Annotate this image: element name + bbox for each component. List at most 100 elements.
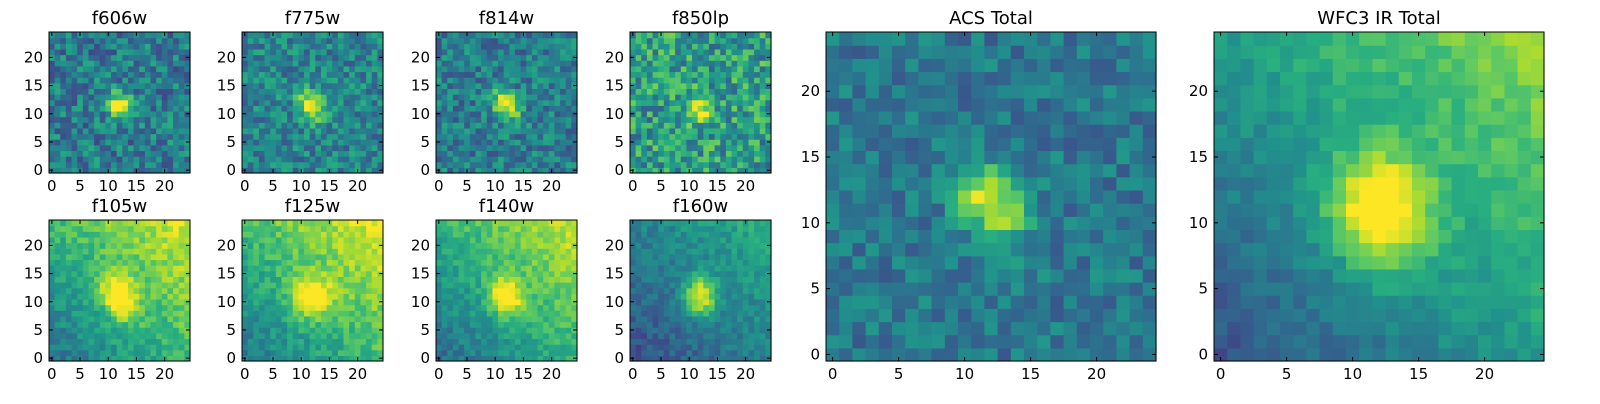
heatmap-cell — [653, 150, 659, 156]
heatmap-cell — [105, 282, 111, 288]
heatmap-cell — [436, 265, 442, 271]
heatmap-cell — [349, 310, 355, 316]
heatmap-cell — [145, 88, 151, 94]
heatmap-cell — [743, 38, 749, 44]
heatmap-cell — [641, 145, 647, 151]
heatmap-cell — [515, 105, 521, 111]
heatmap-cell — [332, 344, 338, 350]
heatmap-cell — [248, 43, 254, 49]
heatmap-cell — [242, 333, 248, 339]
heatmap-cell — [459, 243, 465, 249]
heatmap-cell — [355, 43, 361, 49]
heatmap-cell — [442, 226, 448, 232]
heatmap-cell — [332, 43, 338, 49]
heatmap-cell — [641, 322, 647, 328]
heatmap-cell — [349, 344, 355, 350]
heatmap-cell — [748, 145, 754, 151]
heatmap-cell — [760, 145, 766, 151]
heatmap-cell — [310, 322, 316, 328]
heatmap-cell — [743, 288, 749, 294]
heatmap-cell — [692, 94, 698, 100]
heatmap-cell — [549, 122, 555, 128]
heatmap-cell — [242, 265, 248, 271]
heatmap-cell — [270, 305, 276, 311]
heatmap-cell — [49, 338, 55, 344]
heatmap-cell — [360, 156, 366, 162]
heatmap-cell — [754, 156, 760, 162]
heatmap-cell — [760, 55, 766, 61]
heatmap-cell — [338, 77, 344, 83]
heatmap-cell — [265, 243, 271, 249]
heatmap-cell — [549, 282, 555, 288]
heatmap-cell — [459, 226, 465, 232]
heatmap-cell — [549, 316, 555, 322]
heatmap-cell — [669, 100, 675, 106]
heatmap-cell — [698, 162, 704, 168]
heatmap-cell — [134, 49, 140, 55]
heatmap-cell — [173, 293, 179, 299]
heatmap-cell — [653, 305, 659, 311]
heatmap-cell — [259, 259, 265, 265]
heatmap-cell — [498, 231, 504, 237]
heatmap-cell — [504, 350, 510, 356]
heatmap-cell — [242, 226, 248, 232]
heatmap-cell — [715, 282, 721, 288]
heatmap-cell — [732, 66, 738, 72]
heatmap-cell — [636, 316, 642, 322]
heatmap-cell — [298, 71, 304, 77]
heatmap-cell — [630, 71, 636, 77]
heatmap-cell — [88, 299, 94, 305]
heatmap-cell — [681, 327, 687, 333]
heatmap-cell — [49, 310, 55, 316]
heatmap-cell — [145, 60, 151, 66]
heatmap-cell — [709, 322, 715, 328]
heatmap-cell — [60, 94, 66, 100]
heatmap-cell — [179, 88, 185, 94]
heatmap-cell — [332, 226, 338, 232]
heatmap-cell — [156, 226, 162, 232]
heatmap-cell — [327, 77, 333, 83]
heatmap-cell — [760, 100, 766, 106]
heatmap-cell — [151, 134, 157, 140]
heatmap-cell — [139, 162, 145, 168]
heatmap-cell — [265, 350, 271, 356]
heatmap-cell — [327, 122, 333, 128]
heatmap-cell — [372, 254, 378, 260]
heatmap-cell — [447, 231, 453, 237]
heatmap-cell — [658, 282, 664, 288]
heatmap-cell — [366, 254, 372, 260]
heatmap-cell — [748, 111, 754, 117]
heatmap-cell — [372, 162, 378, 168]
heatmap-cell — [49, 276, 55, 282]
heatmap-cell — [360, 338, 366, 344]
heatmap-cell — [281, 55, 287, 61]
x-tick-label: 0 — [240, 177, 250, 195]
heatmap-cell — [754, 55, 760, 61]
heatmap-cell — [298, 344, 304, 350]
heatmap-cell — [151, 71, 157, 77]
heatmap-cell — [487, 139, 493, 145]
heatmap-cell — [453, 243, 459, 249]
heatmap-cell — [538, 122, 544, 128]
heatmap-cell — [653, 38, 659, 44]
heatmap-cell — [664, 350, 670, 356]
heatmap-cell — [134, 145, 140, 151]
heatmap-cell — [122, 66, 128, 72]
heatmap-cell — [636, 43, 642, 49]
heatmap-cell — [732, 310, 738, 316]
heatmap-cell — [703, 117, 709, 123]
heatmap-cell — [698, 60, 704, 66]
heatmap-cell — [310, 128, 316, 134]
heatmap-cell — [94, 117, 100, 123]
heatmap-cell — [281, 226, 287, 232]
heatmap-cell — [344, 338, 350, 344]
y-tick-label: 0 — [420, 161, 430, 179]
heatmap-cell — [83, 162, 89, 168]
heatmap-cell — [715, 122, 721, 128]
heatmap-cell — [521, 150, 527, 156]
heatmap-cell — [77, 100, 83, 106]
heatmap-cell — [726, 327, 732, 333]
heatmap-cell — [475, 305, 481, 311]
heatmap-cell — [366, 162, 372, 168]
heatmap-cell — [658, 111, 664, 117]
